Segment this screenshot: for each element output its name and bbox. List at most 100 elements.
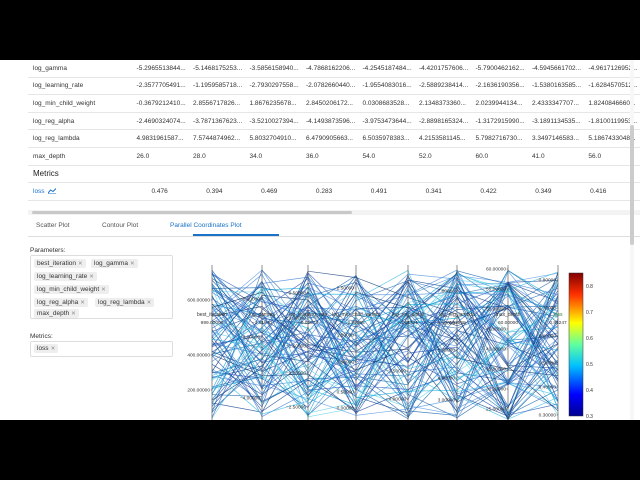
pcp-tick-label: −4.00000 bbox=[386, 397, 406, 403]
pcp-trial-line bbox=[211, 306, 559, 372]
pcp-trial-line bbox=[211, 274, 559, 417]
remove-icon[interactable]: ✕ bbox=[89, 274, 94, 280]
remove-icon[interactable]: ✕ bbox=[146, 300, 152, 306]
pcp-tick-label: 1.00000 bbox=[337, 360, 355, 366]
pcp-axis-title: best_iteration bbox=[197, 312, 227, 318]
metric-name-link[interactable]: loss bbox=[28, 183, 146, 201]
pcp-tick-label: −2.00000 bbox=[240, 297, 260, 303]
param-value: 6.5035978383... bbox=[357, 129, 414, 148]
pcp-axis-title: log_reg_alpha bbox=[392, 312, 424, 318]
param-value: 1.8676235678... bbox=[244, 94, 301, 113]
vertical-scrollbar[interactable] bbox=[630, 60, 634, 420]
chip-log-min-child-weight[interactable]: log_min_child_weight ✕ bbox=[34, 285, 109, 294]
pcp-trial-line bbox=[211, 289, 559, 416]
metrics-section-title: Metrics bbox=[33, 169, 59, 178]
pcp-axis-title: max_depth bbox=[496, 312, 521, 318]
pcp-trial-line bbox=[211, 276, 559, 386]
tab-parallel-coordinates-plot[interactable]: Parallel Coordinates Plot bbox=[170, 222, 242, 229]
metric-name: loss bbox=[33, 188, 45, 195]
pcp-trial-line bbox=[211, 280, 559, 409]
pcp-trial-line bbox=[211, 269, 559, 381]
pcp-tick-label: −1.00000 bbox=[286, 316, 306, 322]
pcp-tick-label: 45.00000 bbox=[486, 327, 506, 333]
pcp-tick-label: 0.80000 bbox=[539, 278, 557, 284]
colorbar-ticks: 0.8 0.7 0.6 0.5 0.4 0.3 bbox=[586, 284, 593, 420]
param-value: 4.9831961587... bbox=[131, 129, 189, 148]
pcp-trial-line bbox=[211, 282, 559, 410]
pcp-axis-title: log_learning_rate bbox=[289, 312, 328, 318]
pcp-axes: best_iteration 999.00000 600.00000 400.0000… bbox=[187, 265, 567, 420]
param-value: -3.7871367623... bbox=[188, 112, 245, 131]
param-value: -4.7868162206... bbox=[301, 60, 358, 78]
parallel-coordinates-plot[interactable]: best_iteration 999.00000 600.00000 400.0000… bbox=[180, 245, 600, 420]
pcp-tick-label: 200.00000 bbox=[187, 388, 210, 394]
horizontal-scrollbar-thumb[interactable] bbox=[32, 211, 352, 214]
chip-log-reg-alpha[interactable]: log_reg_alpha ✕ bbox=[34, 298, 88, 307]
param-value: 2.8556717826... bbox=[188, 94, 245, 113]
pcp-trial-line bbox=[211, 284, 559, 333]
line-chart-icon[interactable] bbox=[47, 188, 56, 195]
chip-log-reg-lambda[interactable]: log_reg_lambda ✕ bbox=[95, 298, 155, 307]
pcp-tick-label: −4.00000 bbox=[240, 396, 260, 402]
chip-label: log_reg_alpha bbox=[37, 299, 79, 306]
remove-icon[interactable]: ✕ bbox=[101, 287, 106, 293]
remove-icon[interactable]: ✕ bbox=[71, 311, 76, 317]
param-value: -2.4690324074... bbox=[131, 112, 189, 131]
pcp-trial-line bbox=[211, 297, 559, 407]
param-value: -1.9554083016... bbox=[357, 77, 414, 96]
pcp-axis-top-value: 0.84247 bbox=[549, 320, 567, 326]
app-screen: log_gamma -5.2965513844... -5.1468175253..… bbox=[0, 60, 640, 420]
horizontal-scrollbar[interactable] bbox=[28, 210, 640, 215]
param-value: -5.1468175253... bbox=[188, 60, 245, 78]
param-value: -3.1891134535... bbox=[526, 112, 584, 131]
pcp-trial-line bbox=[211, 303, 559, 407]
pcp-tick-label: 7.00000 bbox=[438, 289, 456, 295]
chip-loss[interactable]: loss ✕ bbox=[34, 344, 59, 353]
pcp-tick-label: −3.50000 bbox=[386, 369, 406, 375]
pcp-tick-label: 0.60000 bbox=[539, 334, 557, 340]
pcp-trial-line bbox=[211, 270, 559, 360]
pcp-trial-line bbox=[211, 272, 559, 416]
pcp-tick-label: −1.50000 bbox=[286, 344, 306, 350]
colorbar-tick-label: 0.7 bbox=[586, 310, 593, 316]
pcp-axis-title: log_reg_lambda bbox=[439, 312, 475, 318]
parameters-select[interactable]: best_iteration ✕ log_gamma ✕ log_learning_… bbox=[30, 255, 173, 319]
tab-scatter-plot[interactable]: Scatter Plot bbox=[36, 222, 70, 229]
param-value: 4.2153581145... bbox=[413, 129, 471, 148]
pcp-trial-line bbox=[211, 269, 559, 390]
param-value: 2.1348373360... bbox=[413, 94, 471, 113]
param-value: -1.8100119953... bbox=[583, 112, 640, 131]
pcp-trial-line bbox=[211, 287, 559, 398]
remove-icon[interactable]: ✕ bbox=[80, 300, 85, 306]
param-value: 54.0 bbox=[357, 147, 414, 166]
pcp-axis-top-value: −1.01940 bbox=[252, 320, 272, 326]
vertical-scrollbar-thumb[interactable] bbox=[630, 125, 634, 245]
pcp-trial-line bbox=[211, 287, 559, 407]
remove-icon[interactable]: ✕ bbox=[129, 261, 135, 267]
chip-max-depth[interactable]: max_depth ✕ bbox=[34, 309, 79, 318]
metric-value: 0.349 bbox=[535, 188, 552, 195]
param-value: 3.3497146583... bbox=[526, 129, 584, 148]
pcp-axis-top-value: 2.99965 bbox=[347, 320, 365, 326]
tab-contour-plot[interactable]: Contour Plot bbox=[102, 222, 139, 229]
params-table: log_gamma -5.2965513844... -5.1468175253..… bbox=[28, 60, 640, 166]
param-value: -1.3172915990... bbox=[470, 112, 527, 131]
pcp-lines bbox=[211, 269, 559, 420]
metrics-select[interactable]: loss ✕ bbox=[30, 341, 173, 357]
remove-icon[interactable]: ✕ bbox=[50, 346, 56, 352]
pcp-trial-line bbox=[211, 278, 559, 396]
pcp-tick-label: −0.50000 bbox=[286, 291, 306, 297]
pcp-tick-label: −3.00000 bbox=[240, 335, 260, 341]
param-name: log_gamma bbox=[28, 60, 132, 78]
pcp-tick-label: 3.00000 bbox=[438, 398, 456, 404]
pcp-trial-line bbox=[211, 310, 559, 416]
param-value: 5.8032704910... bbox=[244, 129, 301, 148]
param-value: -1.6284570512... bbox=[583, 77, 640, 96]
chip-log-gamma[interactable]: log_gamma ✕ bbox=[91, 259, 138, 268]
chip-best-iteration[interactable]: best_iteration ✕ bbox=[34, 259, 86, 268]
metric-value: 0.491 bbox=[370, 188, 388, 195]
chip-log-learning-rate[interactable]: log_learning_rate ✕ bbox=[34, 272, 97, 281]
pcp-tick-label: 6.00000 bbox=[438, 321, 456, 327]
remove-icon[interactable]: ✕ bbox=[78, 261, 83, 267]
pcp-tick-label: −2.00000 bbox=[286, 371, 306, 377]
